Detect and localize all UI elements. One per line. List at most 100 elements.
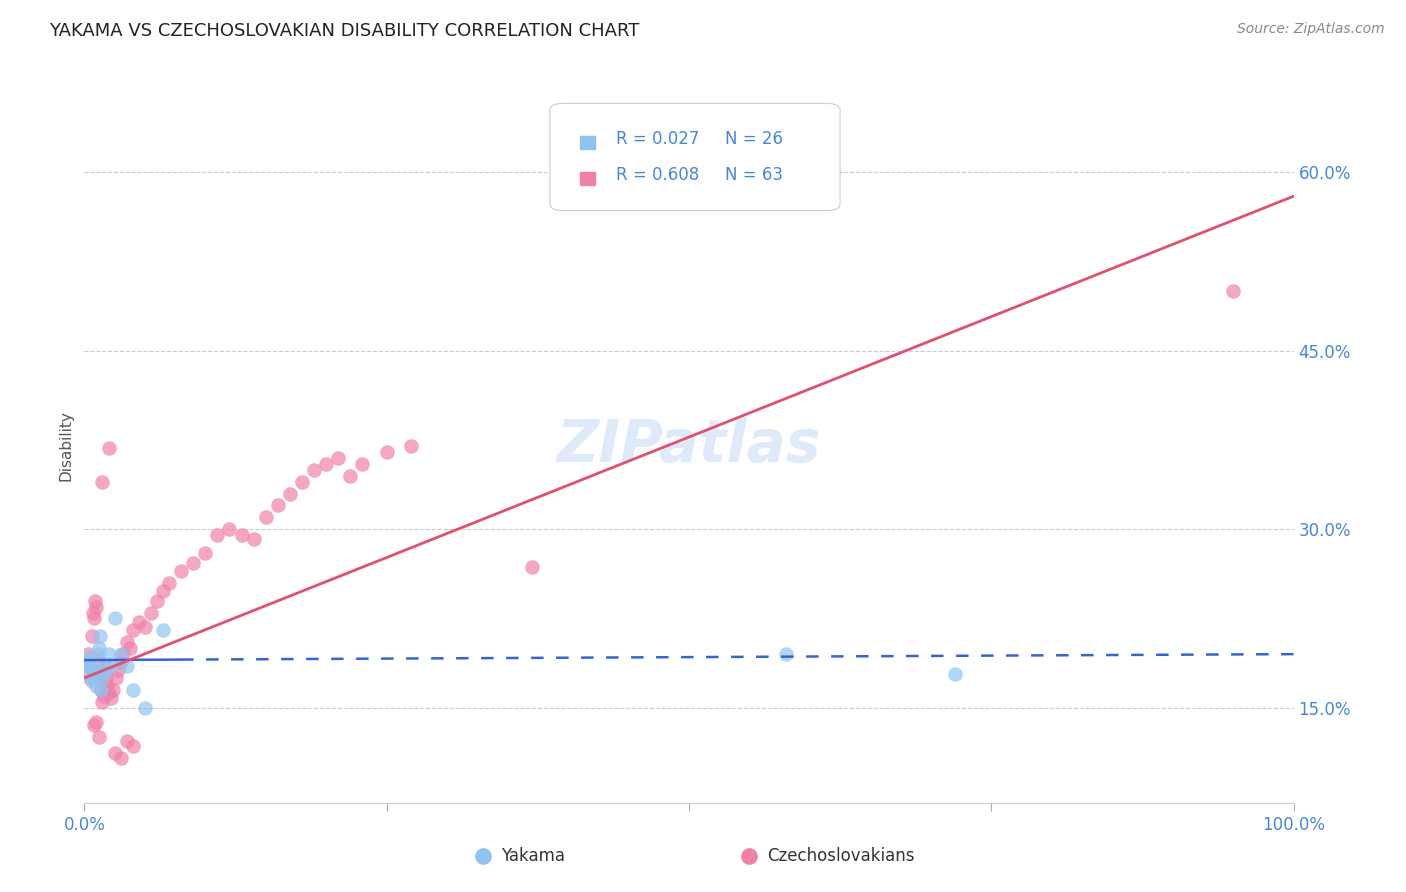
Point — [110, 647, 132, 661]
Point — [77, 656, 100, 670]
Point — [1222, 285, 1244, 299]
Point — [76, 659, 98, 673]
Point — [97, 442, 120, 456]
Point — [254, 510, 277, 524]
Point — [110, 656, 132, 670]
Point — [91, 475, 114, 489]
Point — [207, 528, 229, 542]
Point — [134, 620, 156, 634]
Point — [375, 445, 398, 459]
Point — [90, 682, 112, 697]
Point — [520, 560, 543, 574]
Point — [82, 661, 104, 675]
Point — [170, 564, 193, 578]
Point — [83, 611, 105, 625]
Point — [89, 671, 111, 685]
Point — [86, 714, 108, 729]
Point — [121, 682, 143, 697]
Point — [339, 468, 361, 483]
Point — [94, 659, 117, 673]
Point — [89, 629, 111, 643]
Point — [302, 463, 325, 477]
Point — [146, 593, 169, 607]
Point — [121, 739, 143, 753]
Point — [97, 647, 120, 661]
Point — [115, 659, 138, 673]
Bar — [581, 136, 595, 149]
Point — [181, 556, 204, 570]
Point — [157, 575, 180, 590]
Text: ZIPatlas: ZIPatlas — [557, 417, 821, 475]
Point — [104, 671, 127, 685]
Text: R = 0.608: R = 0.608 — [616, 166, 700, 184]
Point — [96, 679, 118, 693]
Point — [87, 665, 110, 679]
Point — [104, 611, 127, 625]
Point — [218, 522, 240, 536]
Point — [134, 700, 156, 714]
Point — [115, 734, 138, 748]
Point — [100, 691, 122, 706]
Point — [120, 641, 142, 656]
Point — [267, 499, 290, 513]
Point — [77, 650, 100, 665]
Point — [97, 686, 120, 700]
Point — [83, 671, 105, 685]
Point — [86, 647, 108, 661]
Text: Czechoslovakians: Czechoslovakians — [768, 847, 915, 865]
Point — [79, 667, 101, 681]
Point — [77, 647, 100, 661]
Point — [80, 629, 103, 643]
Point — [104, 746, 127, 760]
Point — [328, 450, 350, 465]
Point — [103, 682, 125, 697]
Point — [152, 584, 174, 599]
Point — [231, 528, 253, 542]
Point — [107, 663, 129, 677]
Point — [291, 475, 314, 489]
Point — [94, 671, 117, 685]
Point — [112, 647, 135, 661]
Point — [194, 546, 217, 560]
Text: N = 63: N = 63 — [725, 166, 783, 184]
Point — [100, 659, 122, 673]
Point — [152, 624, 174, 638]
Point — [94, 659, 117, 673]
Point — [278, 486, 301, 500]
Y-axis label: Disability: Disability — [58, 410, 73, 482]
Point — [77, 659, 100, 673]
Point — [91, 695, 114, 709]
Point — [775, 647, 797, 661]
Point — [83, 718, 105, 732]
Point — [943, 667, 966, 681]
Point — [86, 653, 108, 667]
Text: Yakama: Yakama — [502, 847, 565, 865]
Point — [128, 615, 150, 629]
Point — [90, 682, 112, 697]
Point — [352, 457, 374, 471]
Point — [87, 731, 110, 745]
Text: N = 26: N = 26 — [725, 130, 783, 148]
Point — [80, 674, 103, 689]
Point — [79, 671, 101, 685]
Bar — [581, 172, 595, 185]
Point — [86, 679, 108, 693]
Point — [115, 635, 138, 649]
Point — [91, 671, 114, 685]
Point — [82, 606, 104, 620]
Point — [121, 624, 143, 638]
Point — [93, 665, 115, 679]
Point — [139, 606, 162, 620]
Text: YAKAMA VS CZECHOSLOVAKIAN DISABILITY CORRELATION CHART: YAKAMA VS CZECHOSLOVAKIAN DISABILITY COR… — [49, 22, 640, 40]
Point — [315, 457, 337, 471]
Text: Source: ZipAtlas.com: Source: ZipAtlas.com — [1237, 22, 1385, 37]
Point — [242, 532, 264, 546]
Point — [86, 599, 108, 614]
Point — [93, 689, 115, 703]
Point — [84, 663, 107, 677]
Point — [94, 677, 117, 691]
Point — [87, 641, 110, 656]
Text: R = 0.027: R = 0.027 — [616, 130, 700, 148]
Point — [399, 439, 422, 453]
FancyBboxPatch shape — [550, 103, 841, 211]
